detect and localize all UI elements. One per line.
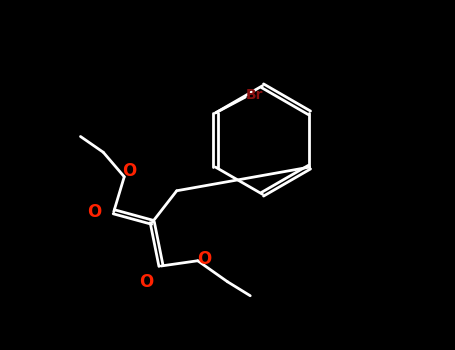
Text: O: O <box>197 250 212 268</box>
Text: O: O <box>121 162 136 181</box>
Text: O: O <box>139 273 153 291</box>
Text: Br: Br <box>245 88 263 102</box>
Text: O: O <box>86 203 101 221</box>
